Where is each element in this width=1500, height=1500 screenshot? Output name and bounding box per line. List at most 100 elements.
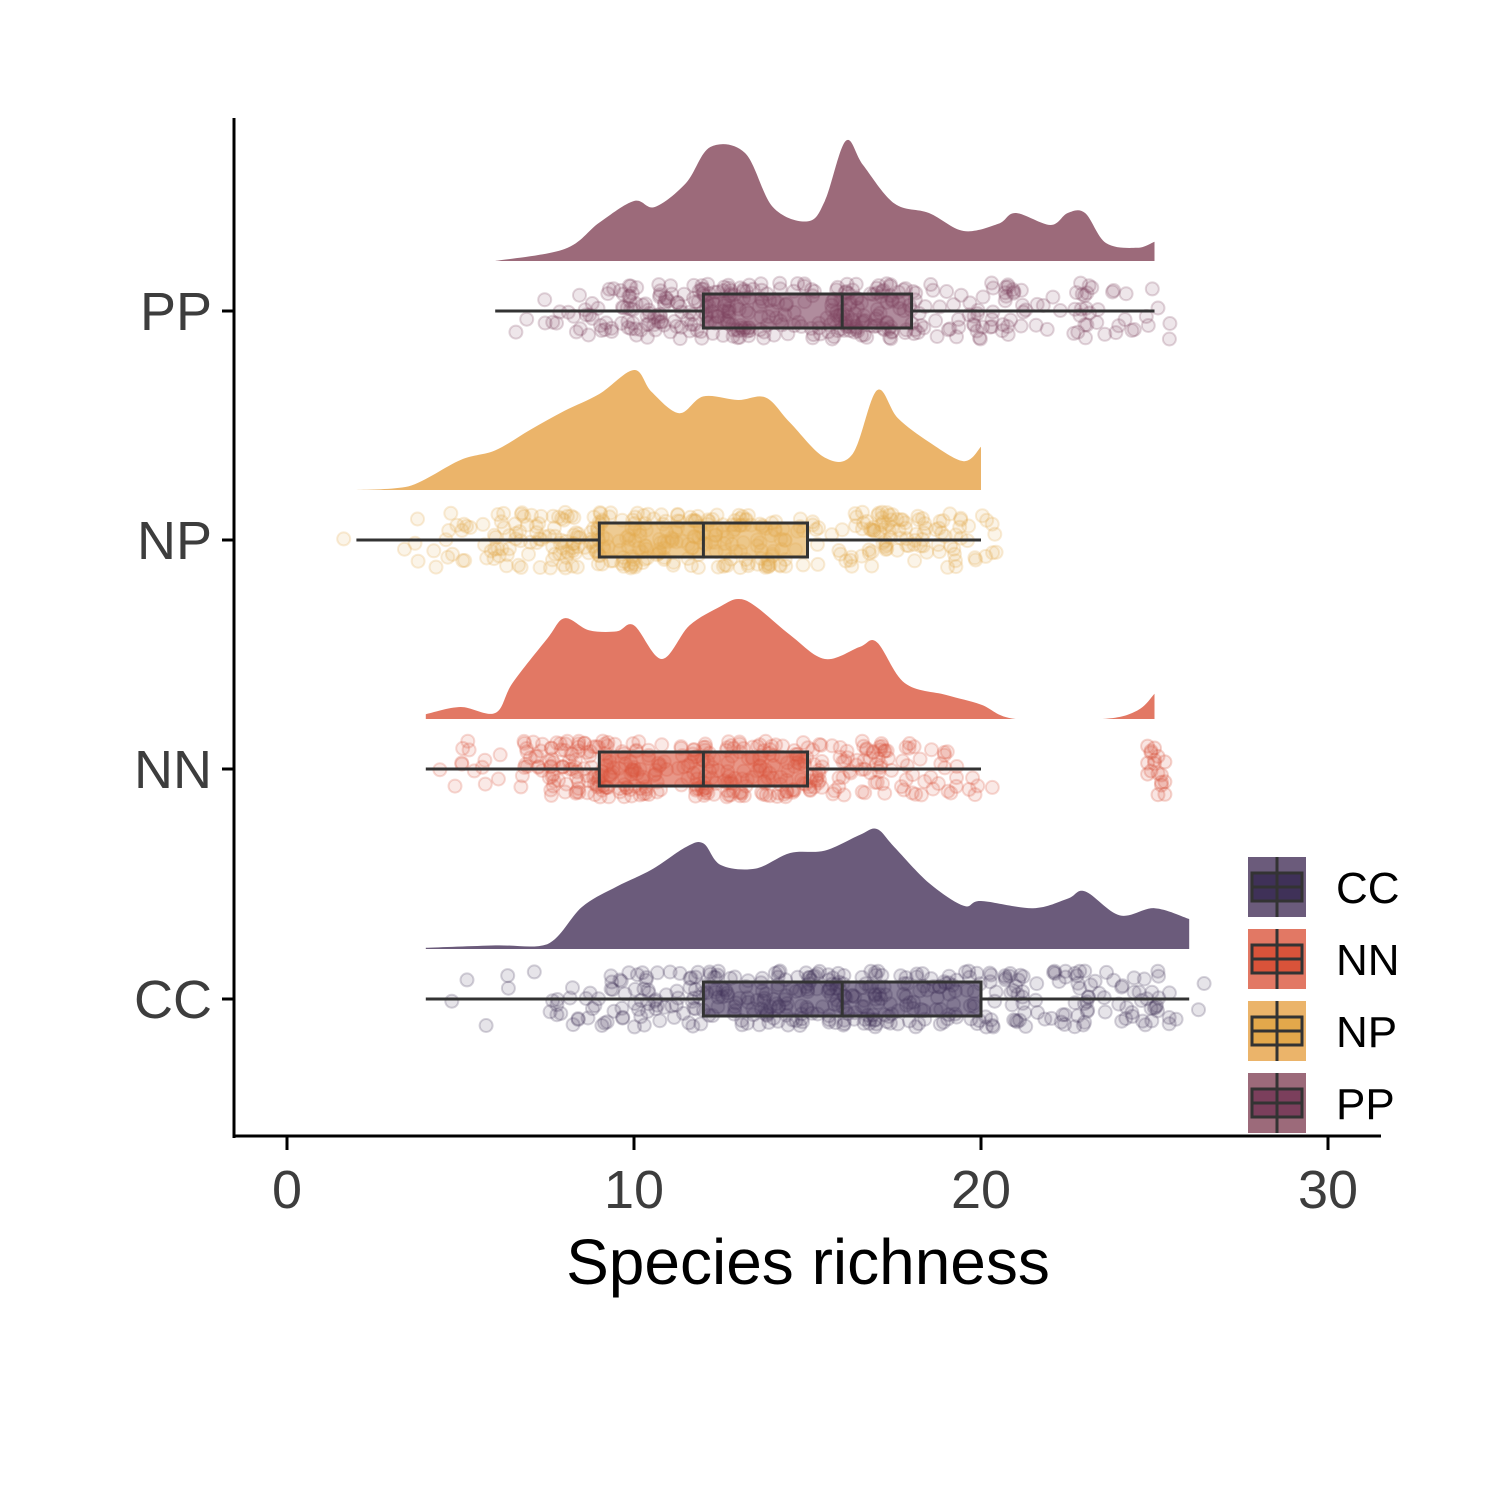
point	[582, 748, 598, 764]
point	[1012, 1012, 1028, 1028]
point	[640, 982, 656, 998]
point	[983, 1012, 999, 1028]
point	[614, 315, 629, 331]
point	[710, 963, 726, 979]
point	[517, 759, 532, 775]
point	[719, 558, 735, 574]
point	[553, 1005, 569, 1021]
outlier-point	[1153, 777, 1169, 793]
point	[511, 557, 526, 573]
point	[639, 970, 655, 986]
point	[896, 782, 912, 798]
point	[997, 968, 1013, 984]
point	[1106, 283, 1122, 298]
point	[965, 770, 981, 786]
legend-label: CC	[1336, 864, 1400, 913]
point	[549, 735, 565, 751]
y-tick-label: NN	[134, 740, 212, 800]
point	[848, 518, 864, 534]
point	[633, 1009, 649, 1025]
point	[863, 963, 879, 979]
point	[864, 544, 880, 560]
point	[869, 774, 885, 790]
point	[858, 742, 874, 758]
point	[580, 1010, 596, 1026]
point	[686, 277, 702, 293]
point	[867, 1019, 883, 1035]
point	[873, 742, 889, 758]
point	[780, 1017, 796, 1033]
point	[798, 965, 814, 981]
point	[1144, 1013, 1160, 1029]
point	[556, 557, 571, 573]
point	[1044, 1010, 1059, 1026]
point	[604, 974, 620, 990]
point	[830, 279, 846, 295]
point	[1118, 286, 1134, 302]
outlier-point	[1150, 765, 1166, 781]
point	[969, 965, 985, 981]
point	[516, 733, 532, 749]
point	[1047, 966, 1063, 981]
legend-label: PP	[1336, 1080, 1395, 1129]
point	[571, 733, 587, 749]
point	[915, 511, 930, 526]
point	[1057, 1016, 1073, 1032]
point	[397, 541, 412, 557]
point	[948, 553, 963, 569]
point	[460, 733, 476, 749]
point	[831, 543, 847, 558]
point	[831, 779, 847, 795]
point	[778, 789, 794, 805]
point	[466, 763, 482, 779]
legend-label: NP	[1336, 1008, 1397, 1057]
point	[825, 786, 841, 802]
point	[1075, 1017, 1091, 1033]
point	[426, 543, 442, 559]
point	[443, 505, 459, 521]
point	[949, 770, 964, 786]
point	[565, 1017, 581, 1033]
point	[936, 747, 952, 763]
point	[925, 282, 941, 298]
point	[948, 559, 964, 575]
point	[543, 782, 559, 798]
point	[812, 737, 827, 752]
point	[513, 559, 529, 575]
point	[594, 1018, 610, 1033]
point	[767, 965, 783, 981]
point	[862, 750, 878, 766]
point	[874, 504, 890, 520]
point	[682, 971, 698, 987]
point	[949, 759, 965, 774]
point	[832, 740, 848, 755]
point	[1114, 979, 1130, 995]
density-NN	[425, 599, 1155, 719]
point	[835, 1017, 851, 1033]
point	[876, 743, 892, 759]
point	[570, 1012, 586, 1027]
point	[542, 560, 558, 576]
point	[568, 785, 584, 801]
y-tick-label: NP	[137, 511, 212, 571]
point	[859, 741, 875, 757]
point	[706, 786, 722, 802]
point	[690, 964, 706, 980]
point	[761, 558, 777, 574]
point	[549, 1007, 565, 1023]
outlier-point	[1143, 763, 1159, 779]
point	[614, 1000, 630, 1016]
point	[1106, 972, 1122, 988]
point	[639, 316, 655, 332]
point	[1072, 980, 1088, 996]
point	[474, 759, 490, 775]
point	[686, 1000, 702, 1016]
point	[555, 540, 571, 556]
point	[1135, 1013, 1151, 1029]
point	[615, 1009, 631, 1025]
point	[653, 314, 669, 330]
point	[931, 520, 947, 536]
point	[543, 759, 558, 775]
point	[571, 743, 587, 759]
point	[771, 964, 787, 980]
